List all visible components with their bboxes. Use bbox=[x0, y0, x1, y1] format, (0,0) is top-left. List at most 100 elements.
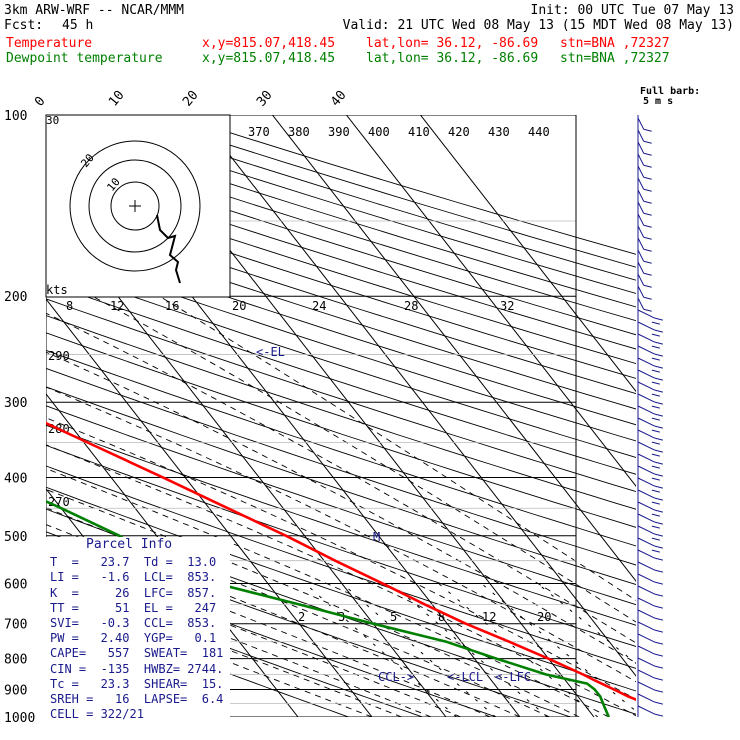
parcel-row: SREH = 16 LAPSE= 6.4 bbox=[50, 692, 224, 707]
isotach-label: 32 bbox=[500, 299, 514, 313]
hodograph-trace bbox=[156, 214, 181, 284]
parcel-row: SVI= -0.3 CCL= 853. bbox=[50, 616, 217, 631]
wind-barb bbox=[637, 261, 652, 276]
temp-xy: x,y=815.07,418.45 bbox=[202, 36, 336, 51]
dew-xy: x,y=815.07,418.45 bbox=[202, 51, 336, 66]
mixing-ratio-label: 5 bbox=[390, 610, 397, 624]
dew-latlon: lat,lon= 36.12, -86.69 bbox=[366, 51, 539, 66]
parcel-row: CELL = 322/21 bbox=[50, 707, 144, 722]
wind-barb bbox=[637, 501, 663, 517]
theta-label: 400 bbox=[368, 125, 390, 139]
wind-barb bbox=[637, 585, 663, 597]
mixing-ratio-label: 8 bbox=[438, 610, 445, 624]
wind-legend-line2: 5 m s bbox=[643, 96, 673, 107]
isotach-label: 8 bbox=[66, 299, 73, 313]
parcel-row: K = 26 LFC= 857. bbox=[50, 585, 217, 600]
valid-time: Valid: 21 UTC Wed 08 May 13 (15 MDT Wed … bbox=[342, 18, 734, 33]
wind-barb bbox=[637, 297, 652, 312]
parcel-row: LI = -1.6 LCL= 853. bbox=[50, 570, 217, 585]
pressure-tick-label: 900 bbox=[4, 683, 27, 698]
pressure-tick-label: 200 bbox=[4, 290, 27, 305]
pressure-tick-label: 600 bbox=[4, 577, 27, 592]
parcel-row: PW = 2.40 YGP= 0.1 bbox=[50, 631, 217, 646]
isotherm-label: 20 bbox=[180, 88, 202, 110]
wind-barb bbox=[637, 621, 663, 633]
isotach-label: 24 bbox=[312, 299, 326, 313]
theta-label: 390 bbox=[328, 125, 350, 139]
hodograph-ring-label: 30 bbox=[46, 114, 59, 127]
pressure-tick-label: 300 bbox=[4, 396, 27, 411]
wind-barb bbox=[637, 657, 663, 669]
moist-adiabat-line bbox=[159, 295, 636, 601]
theta-label: 420 bbox=[448, 125, 470, 139]
theta-label: 370 bbox=[248, 125, 270, 139]
moist-adiabat-line bbox=[46, 417, 636, 700]
temperature-trace bbox=[46, 421, 636, 701]
wind-barb bbox=[637, 561, 663, 573]
wind-barb bbox=[637, 309, 663, 325]
pressure-tick-label: 800 bbox=[4, 653, 27, 668]
mixing-ratio-label: 20 bbox=[537, 610, 551, 624]
dry-adiabat-line bbox=[46, 367, 636, 566]
moist-adiabat-line bbox=[46, 578, 402, 717]
parcel-row: Tc = 23.3 SHEAR= 15. bbox=[50, 676, 224, 691]
parcel-row: TT = 51 EL = 247 bbox=[50, 600, 217, 615]
isotherm-line bbox=[46, 298, 373, 717]
wind-barb bbox=[637, 513, 663, 529]
wind-barb bbox=[637, 609, 663, 621]
dry-adiabat-label: 290 bbox=[48, 349, 70, 363]
wind-barb bbox=[637, 465, 663, 481]
wind-barb bbox=[637, 393, 663, 409]
moist-adiabat-line bbox=[92, 295, 636, 623]
m-annotation: M bbox=[373, 530, 380, 544]
legend-temperature: Temperature bbox=[6, 36, 93, 51]
wind-barb bbox=[637, 201, 652, 216]
legend-dewpoint: Dewpoint temperature bbox=[6, 51, 163, 66]
wind-barb bbox=[637, 285, 652, 300]
lcl-annotation: <-LCL bbox=[447, 670, 483, 684]
isotherm-label: 40 bbox=[328, 88, 350, 110]
wind-barb bbox=[637, 549, 663, 561]
plot-frame bbox=[46, 115, 577, 717]
isotherm-label: 30 bbox=[254, 88, 276, 110]
wind-barb bbox=[637, 669, 663, 681]
wind-barb bbox=[637, 489, 663, 505]
wind-barb bbox=[637, 381, 663, 397]
model-title: 3km ARW-WRF -- NCAR/MMM bbox=[4, 3, 185, 18]
parcel-row: CAPE= 557 SWEAT= 181 bbox=[50, 646, 224, 661]
wind-barb bbox=[637, 477, 663, 493]
hodograph-ring bbox=[69, 140, 201, 272]
wind-barb bbox=[637, 693, 663, 705]
wind-barb bbox=[637, 117, 652, 132]
pressure-tick-label: 500 bbox=[4, 530, 27, 545]
fcst-hours: 45 h bbox=[62, 18, 94, 33]
kts-label: kts bbox=[46, 283, 68, 297]
pressure-tick-label: 700 bbox=[4, 618, 27, 633]
wind-barb bbox=[637, 333, 663, 349]
wind-barb bbox=[637, 405, 663, 421]
mixing-ratio-label: 12 bbox=[482, 610, 496, 624]
isotach-label: 28 bbox=[404, 299, 418, 313]
pressure-tick-label: 100 bbox=[4, 109, 27, 124]
wind-barb bbox=[637, 681, 663, 693]
wind-barb bbox=[637, 345, 663, 361]
wind-barb bbox=[637, 705, 663, 717]
wind-barb bbox=[637, 645, 663, 657]
wind-barb bbox=[637, 213, 652, 228]
wind-barb bbox=[637, 141, 652, 156]
isotach-label: 16 bbox=[165, 299, 179, 313]
wind-barb bbox=[637, 153, 652, 168]
hodograph-ring bbox=[88, 159, 182, 253]
ccl-annotation: CCL-> bbox=[378, 670, 414, 684]
wind-barb bbox=[637, 597, 663, 609]
parcel-info-panel: Parcel Info T = 23.7 Td = 13.0 LI = -1.6… bbox=[46, 537, 230, 727]
wind-barb bbox=[637, 225, 652, 240]
isotach-label: 20 bbox=[232, 299, 246, 313]
hodograph-ring bbox=[110, 181, 160, 231]
wind-barb bbox=[637, 441, 663, 457]
el-annotation: <-EL bbox=[256, 345, 285, 359]
wind-barb bbox=[637, 453, 663, 469]
pressure-tick-label: 1000 bbox=[4, 711, 35, 726]
mixing-ratio-label: 3 bbox=[338, 610, 345, 624]
wind-barb bbox=[637, 357, 663, 373]
